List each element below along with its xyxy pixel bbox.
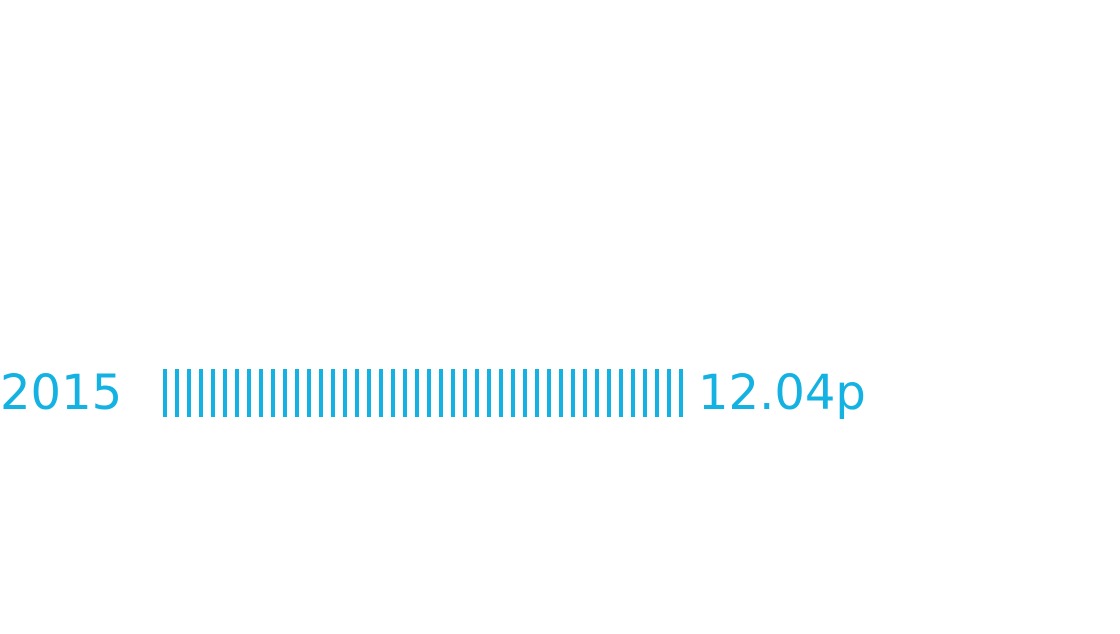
bar (163, 369, 684, 417)
value-label: 12.04p (698, 365, 866, 421)
category-label: 2015 (0, 365, 122, 421)
